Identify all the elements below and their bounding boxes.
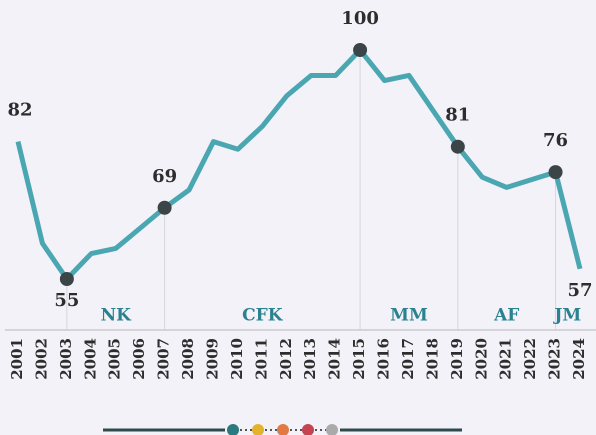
legend-dot (326, 424, 338, 435)
x-tick-label: 2015 (350, 338, 368, 380)
x-tick-label: 2020 (472, 338, 490, 380)
value-label: 81 (445, 105, 470, 126)
value-label: 69 (152, 166, 177, 187)
legend-dot (277, 424, 289, 435)
x-tick-label: 2006 (130, 338, 148, 380)
legend-dot (227, 424, 239, 435)
x-tick-label: 2019 (448, 338, 466, 380)
period-label: AF (493, 306, 519, 326)
period-label: NK (101, 306, 133, 326)
point (548, 165, 563, 180)
legend-dot (302, 424, 314, 435)
value-label: 100 (341, 8, 379, 29)
period-label: MM (390, 306, 428, 326)
period-label: CFK (242, 306, 284, 326)
x-tick-label: 2005 (106, 338, 124, 380)
x-tick-label: 2016 (375, 338, 393, 380)
point (157, 200, 172, 215)
point (353, 43, 368, 57)
x-tick-label: 2001 (8, 338, 26, 380)
x-tick-label: 2023 (546, 338, 564, 380)
x-tick-label: 2002 (32, 338, 50, 380)
line (15, 47, 583, 282)
value-label: 76 (543, 130, 568, 151)
point (59, 272, 74, 286)
x-tick-label: 2003 (57, 338, 75, 380)
x-tick-label: 2009 (203, 338, 221, 380)
value-label: 82 (7, 100, 32, 121)
legend (103, 424, 462, 435)
value-label: 55 (54, 290, 79, 311)
x-tick-label: 2008 (179, 338, 197, 380)
value-label: 57 (567, 280, 592, 301)
x-tick-label: 2021 (497, 338, 515, 380)
point (450, 139, 465, 154)
period-label: JM (552, 306, 581, 326)
legend-dot (252, 424, 264, 435)
x-tick-label: 2018 (423, 338, 441, 380)
x-tick-label: 2012 (277, 338, 295, 380)
x-tick-label: 2013 (301, 338, 319, 380)
x-tick-label: 2022 (521, 338, 539, 380)
x-tick-label: 2017 (399, 338, 417, 380)
x-tick-label: 2014 (326, 338, 344, 380)
x-tick-label: 2010 (228, 338, 246, 380)
x-tick-label: 2011 (252, 338, 270, 380)
x-tick-label: 2024 (570, 338, 588, 380)
x-tick-label: 2007 (155, 338, 173, 380)
x-tick-label: 2004 (81, 338, 99, 380)
